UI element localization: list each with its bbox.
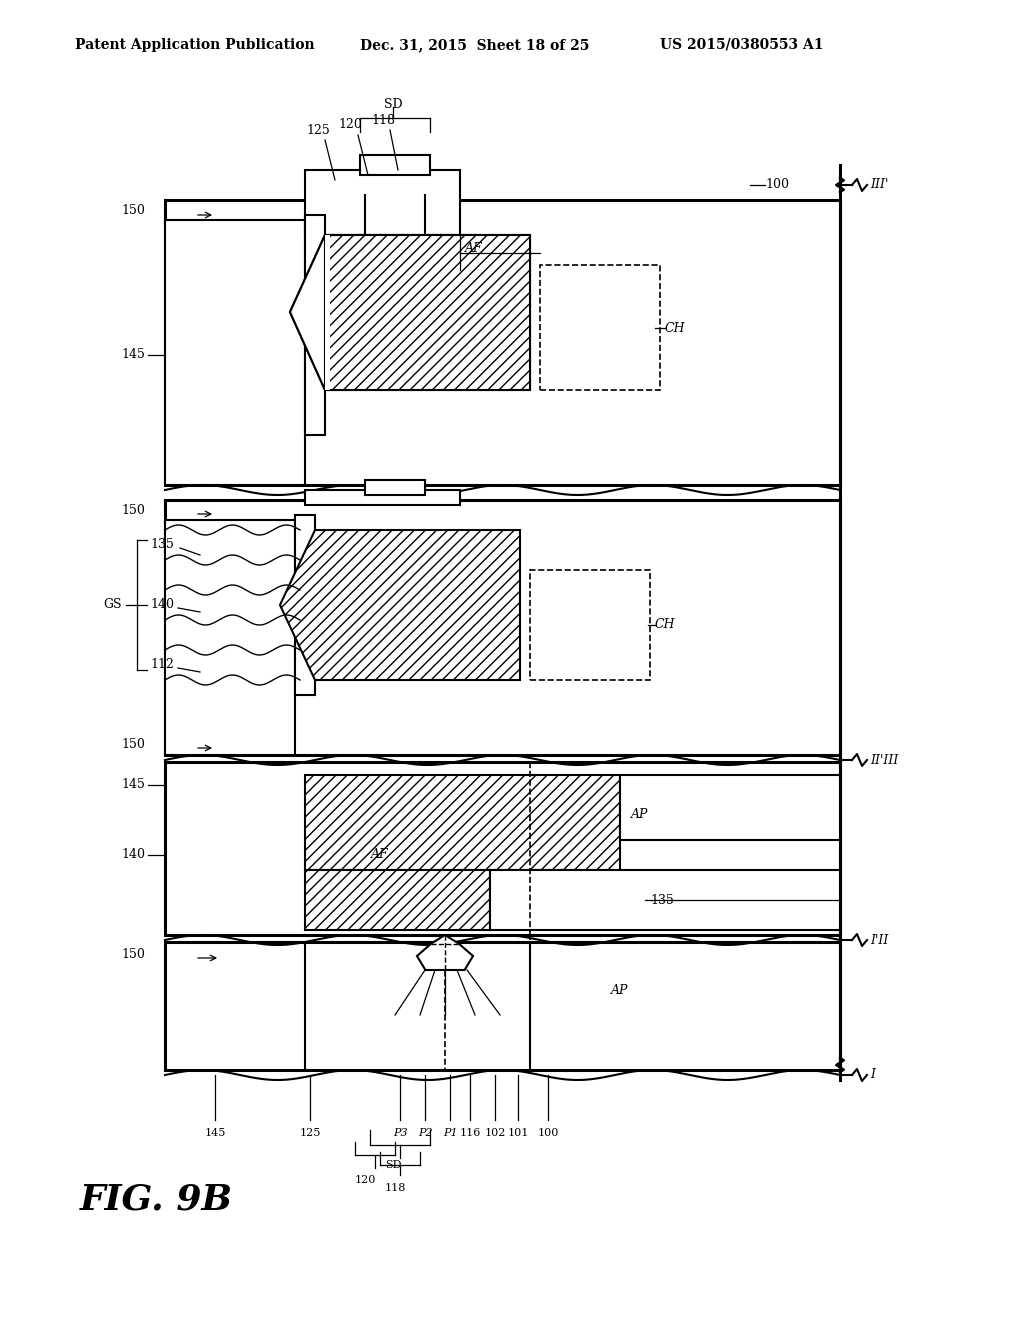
Bar xyxy=(165,942,840,1071)
Bar xyxy=(325,235,530,389)
Text: 125: 125 xyxy=(306,124,330,136)
Bar xyxy=(360,154,430,176)
Text: 145: 145 xyxy=(205,1129,225,1138)
Text: 140: 140 xyxy=(121,849,145,862)
Text: P2: P2 xyxy=(418,1129,432,1138)
Bar xyxy=(165,520,295,755)
Bar xyxy=(165,220,305,484)
Text: AP: AP xyxy=(611,983,629,997)
Text: CH: CH xyxy=(655,619,676,631)
Bar xyxy=(165,500,840,755)
Text: FIG. 9B: FIG. 9B xyxy=(80,1183,233,1217)
Polygon shape xyxy=(290,235,530,389)
Text: 135: 135 xyxy=(150,539,174,552)
Polygon shape xyxy=(280,531,520,680)
Text: 118: 118 xyxy=(384,1183,406,1193)
Bar xyxy=(325,235,330,389)
Text: 120: 120 xyxy=(354,1175,376,1185)
Text: 101: 101 xyxy=(507,1129,528,1138)
Text: US 2015/0380553 A1: US 2015/0380553 A1 xyxy=(660,38,823,51)
Text: II'III: II'III xyxy=(870,754,898,767)
Text: CH: CH xyxy=(665,322,685,334)
Bar xyxy=(305,170,460,235)
Text: 116: 116 xyxy=(460,1129,480,1138)
Bar xyxy=(305,775,620,870)
Bar xyxy=(530,570,650,680)
Text: AF: AF xyxy=(465,242,482,255)
Bar xyxy=(365,480,425,495)
Text: I'II: I'II xyxy=(870,933,889,946)
Bar xyxy=(620,775,840,840)
Bar xyxy=(295,515,315,696)
Text: 118: 118 xyxy=(371,114,395,127)
Text: 125: 125 xyxy=(299,1129,321,1138)
Bar xyxy=(165,201,840,484)
Text: 100: 100 xyxy=(538,1129,559,1138)
Text: Patent Application Publication: Patent Application Publication xyxy=(75,38,314,51)
Text: 102: 102 xyxy=(484,1129,506,1138)
Bar xyxy=(540,265,660,389)
Bar xyxy=(165,762,840,935)
Polygon shape xyxy=(417,935,473,970)
Bar xyxy=(490,870,840,931)
Polygon shape xyxy=(290,235,325,389)
Text: 150: 150 xyxy=(121,503,145,516)
Text: 112: 112 xyxy=(150,659,174,672)
Text: 140: 140 xyxy=(150,598,174,611)
Text: SD: SD xyxy=(385,1160,401,1170)
Bar xyxy=(305,870,490,931)
Text: 145: 145 xyxy=(121,779,145,792)
Text: 150: 150 xyxy=(121,738,145,751)
Text: 150: 150 xyxy=(121,203,145,216)
Text: P3: P3 xyxy=(392,1129,408,1138)
Text: 150: 150 xyxy=(121,949,145,961)
Text: GS: GS xyxy=(103,598,122,611)
Text: 120: 120 xyxy=(338,119,361,132)
Text: P1: P1 xyxy=(442,1129,458,1138)
Bar xyxy=(305,490,460,506)
Text: I: I xyxy=(870,1068,874,1081)
Text: 135: 135 xyxy=(650,894,674,907)
Text: III': III' xyxy=(870,178,889,191)
Bar xyxy=(305,215,325,436)
Text: AP: AP xyxy=(632,808,648,821)
Text: 100: 100 xyxy=(765,178,790,191)
Text: AF: AF xyxy=(371,849,389,862)
Text: SD: SD xyxy=(384,99,402,111)
Text: Dec. 31, 2015  Sheet 18 of 25: Dec. 31, 2015 Sheet 18 of 25 xyxy=(360,38,590,51)
Text: 145: 145 xyxy=(121,348,145,362)
